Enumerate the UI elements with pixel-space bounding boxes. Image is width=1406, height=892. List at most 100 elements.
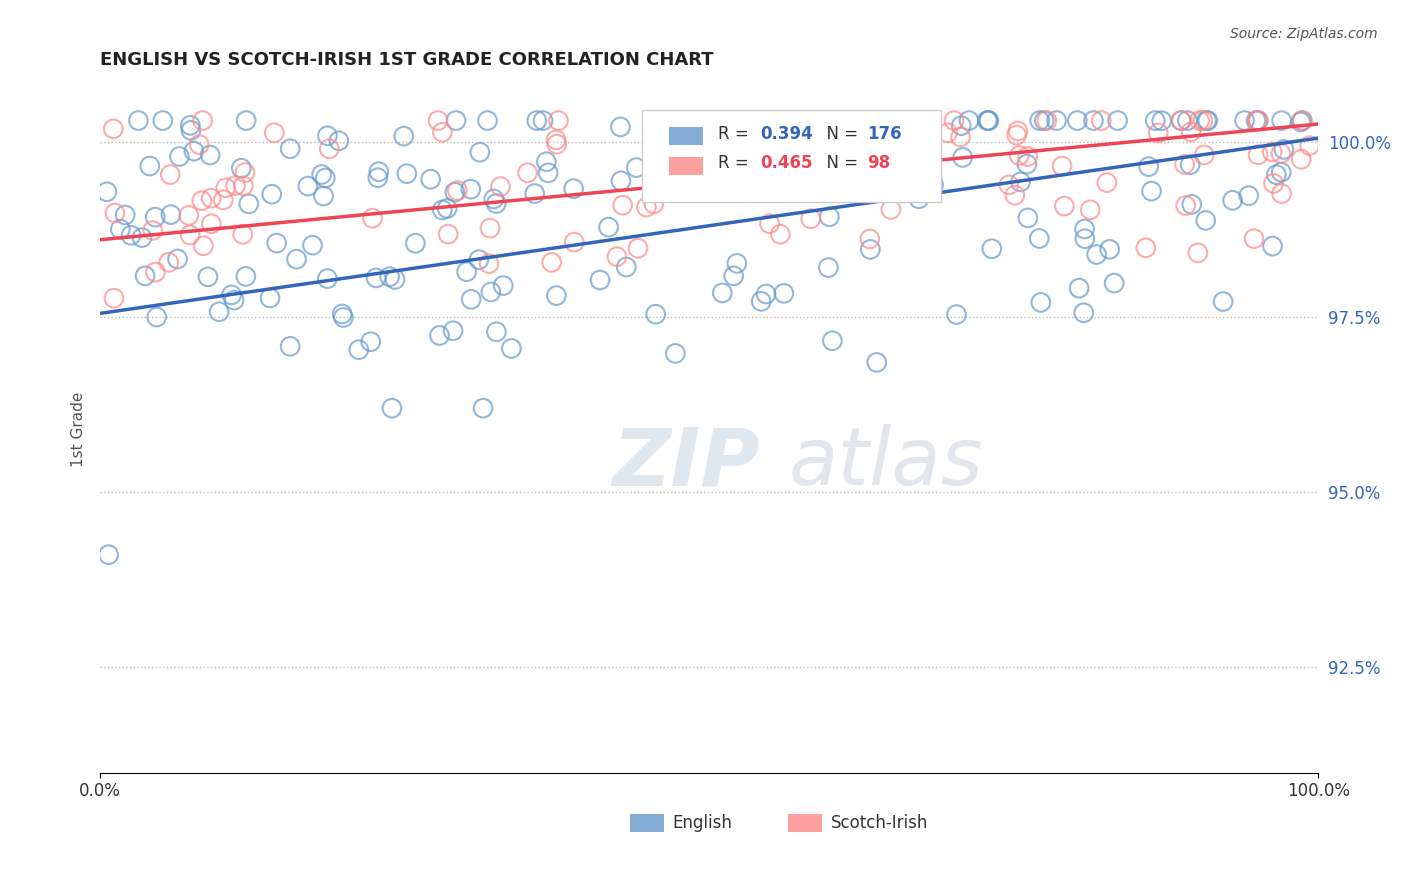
Point <box>1222 194 1244 208</box>
Point <box>316 271 339 285</box>
Point <box>395 167 418 181</box>
Point <box>531 113 554 128</box>
Point <box>436 202 458 216</box>
Point <box>432 202 454 217</box>
Point <box>360 334 382 349</box>
Point <box>266 236 288 251</box>
Point <box>179 227 201 242</box>
Point <box>142 223 165 237</box>
Point <box>311 168 333 182</box>
Point <box>1029 295 1052 310</box>
Point <box>711 285 734 300</box>
Point <box>713 113 735 128</box>
Bar <box>669 157 703 175</box>
Point <box>834 149 856 163</box>
Point <box>859 232 882 246</box>
Point <box>332 310 354 325</box>
Point <box>1144 113 1167 128</box>
Point <box>1246 113 1268 128</box>
Point <box>643 196 665 211</box>
Point <box>721 113 744 128</box>
Point <box>723 268 745 283</box>
Point <box>1270 146 1292 161</box>
Point <box>347 343 370 357</box>
Point <box>232 227 254 242</box>
Point <box>1271 113 1294 128</box>
Point <box>598 220 620 235</box>
Point <box>1085 247 1108 261</box>
Point <box>844 150 866 164</box>
Point <box>1098 243 1121 257</box>
Point <box>728 152 751 166</box>
Point <box>523 186 546 201</box>
Point <box>936 126 959 140</box>
Point <box>544 133 567 147</box>
Point <box>685 132 707 146</box>
Point <box>976 113 998 128</box>
Point <box>444 113 467 128</box>
Point <box>1017 211 1039 225</box>
Point <box>212 193 235 207</box>
Point <box>1289 153 1312 167</box>
FancyBboxPatch shape <box>643 110 941 202</box>
Point <box>769 227 792 242</box>
Point <box>180 123 202 137</box>
Point <box>197 269 219 284</box>
Point <box>263 126 285 140</box>
Point <box>131 230 153 244</box>
Point <box>235 113 257 128</box>
Point <box>821 334 844 348</box>
Point <box>853 188 876 202</box>
Point <box>260 187 283 202</box>
Point <box>1247 113 1270 128</box>
Point <box>1073 222 1095 236</box>
Point <box>472 401 495 416</box>
Point <box>950 119 973 133</box>
Point <box>501 342 523 356</box>
Point <box>1010 175 1032 189</box>
Text: 98: 98 <box>868 154 890 172</box>
Point <box>427 113 450 128</box>
Point <box>444 185 467 199</box>
Point <box>285 252 308 267</box>
Point <box>159 168 181 182</box>
Point <box>1247 113 1270 128</box>
Point <box>540 255 562 269</box>
Text: R =: R = <box>717 154 754 172</box>
Point <box>526 113 548 128</box>
Point <box>818 210 841 224</box>
Point <box>1150 113 1173 128</box>
Point <box>1053 199 1076 213</box>
Point <box>977 113 1000 128</box>
Bar <box>630 814 664 832</box>
Point <box>139 159 162 173</box>
Point <box>842 113 865 128</box>
Point <box>1291 113 1313 128</box>
Point <box>725 256 748 270</box>
Point <box>1195 113 1218 128</box>
Point <box>817 260 839 275</box>
Point <box>104 206 127 220</box>
Text: English: English <box>672 814 733 832</box>
Point <box>758 217 780 231</box>
Point <box>145 265 167 279</box>
Point <box>808 120 831 135</box>
Point <box>1261 145 1284 159</box>
Point <box>1192 148 1215 162</box>
Point <box>1261 239 1284 253</box>
Point <box>1107 113 1129 128</box>
Point <box>1187 245 1209 260</box>
Point <box>1178 158 1201 172</box>
Point <box>485 196 508 211</box>
Point <box>692 149 714 163</box>
Point <box>301 238 323 252</box>
Point <box>1174 198 1197 212</box>
Text: Source: ZipAtlas.com: Source: ZipAtlas.com <box>1230 27 1378 41</box>
Point <box>103 121 125 136</box>
Text: 0.394: 0.394 <box>761 125 813 144</box>
Point <box>460 182 482 196</box>
Point <box>1177 113 1199 128</box>
Point <box>1007 124 1029 138</box>
Point <box>692 113 714 128</box>
Point <box>741 154 763 169</box>
